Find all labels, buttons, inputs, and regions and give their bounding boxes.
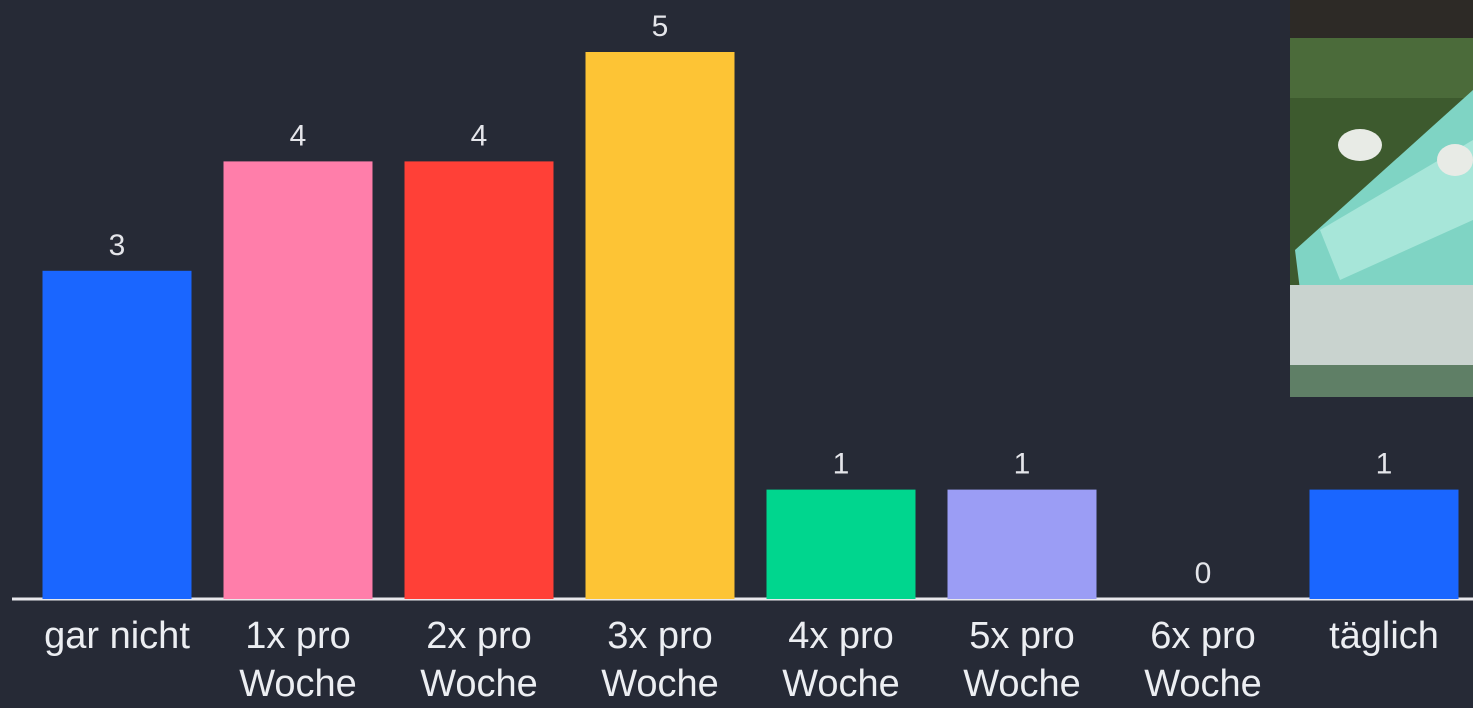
bar — [585, 52, 735, 599]
x-tick-label: 1x pro Woche — [239, 615, 357, 705]
value-label: 4 — [290, 119, 307, 152]
x-tick-label: 3x pro Woche — [601, 615, 719, 705]
value-label: 0 — [1195, 557, 1212, 590]
photo — [1290, 0, 1473, 397]
x-tick-label: täglich — [1329, 615, 1439, 657]
bar — [1309, 489, 1459, 599]
value-label: 3 — [109, 229, 126, 262]
x-tick-label: 2x pro Woche — [420, 615, 538, 705]
value-label: 4 — [471, 119, 488, 152]
bar — [404, 161, 554, 599]
x-tick-label: 4x pro Woche — [782, 615, 900, 705]
x-tick-label: gar nicht — [44, 615, 190, 657]
value-label: 1 — [1014, 448, 1031, 481]
x-tick-label: 6x pro Woche — [1144, 615, 1262, 705]
x-tick-label: 5x pro Woche — [963, 615, 1081, 705]
bar — [766, 489, 916, 599]
bar — [947, 489, 1097, 599]
value-label: 1 — [833, 448, 850, 481]
bar — [223, 161, 373, 599]
bar — [42, 270, 192, 599]
value-label: 5 — [652, 10, 669, 43]
value-label: 1 — [1376, 448, 1393, 481]
